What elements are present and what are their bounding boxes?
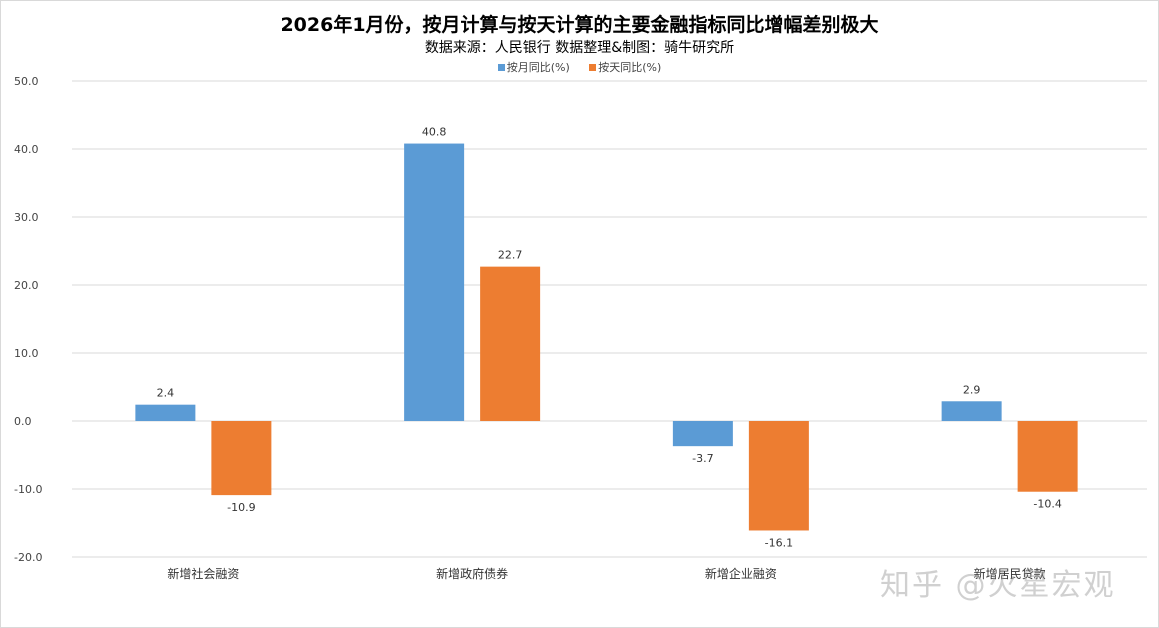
watermark: 知乎 @火星宏观 xyxy=(880,568,1116,603)
data-label: 40.8 xyxy=(422,126,447,139)
legend-label-monthly: 按月同比(%) xyxy=(506,61,570,74)
bar-daily xyxy=(748,421,809,531)
y-tick-label: 0.0 xyxy=(14,415,32,428)
data-label: -10.4 xyxy=(1033,498,1061,511)
y-tick-label: 30.0 xyxy=(14,211,39,224)
y-tick-label: -10.0 xyxy=(14,483,42,496)
legend-item-monthly: 按月同比(%) xyxy=(497,61,570,74)
y-tick-label: 40.0 xyxy=(14,143,39,156)
y-tick-label: 20.0 xyxy=(14,279,39,292)
data-label: -3.7 xyxy=(692,452,713,465)
y-tick-label: -20.0 xyxy=(14,551,42,564)
legend-label-daily: 按天同比(%) xyxy=(598,61,662,74)
y-tick-label: 10.0 xyxy=(14,347,39,360)
data-label: -10.9 xyxy=(227,501,255,514)
legend: 按月同比(%) 按天同比(%) xyxy=(0,59,1159,75)
legend-swatch-daily xyxy=(589,64,597,71)
legend-item-daily: 按天同比(%) xyxy=(589,61,661,74)
x-tick-label: 新增企业融资 xyxy=(705,566,777,581)
bar-monthly xyxy=(404,143,465,421)
x-tick-label: 新增居民贷款 xyxy=(974,566,1046,581)
x-tick-label: 新增政府债券 xyxy=(436,566,508,581)
data-label: 22.7 xyxy=(498,249,523,262)
bar-monthly xyxy=(672,421,733,447)
chart-title: 2026年1月份，按月计算与按天计算的主要金融指标同比增幅差别极大 xyxy=(280,14,879,36)
data-label: -16.1 xyxy=(765,536,793,549)
legend-swatch-monthly xyxy=(497,64,505,71)
chart-subtitle: 数据来源：人民银行 数据整理&制图：骑牛研究所 xyxy=(424,40,735,56)
bar-monthly xyxy=(135,404,196,421)
data-label: 2.4 xyxy=(157,387,175,400)
bar-daily xyxy=(211,421,272,496)
x-tick-label: 新增社会融资 xyxy=(167,566,239,581)
bar-daily xyxy=(1017,421,1078,492)
bar-daily xyxy=(480,266,541,421)
y-tick-label: 50.0 xyxy=(14,75,39,88)
bar-monthly xyxy=(941,401,1002,421)
data-label: 2.9 xyxy=(963,383,981,396)
